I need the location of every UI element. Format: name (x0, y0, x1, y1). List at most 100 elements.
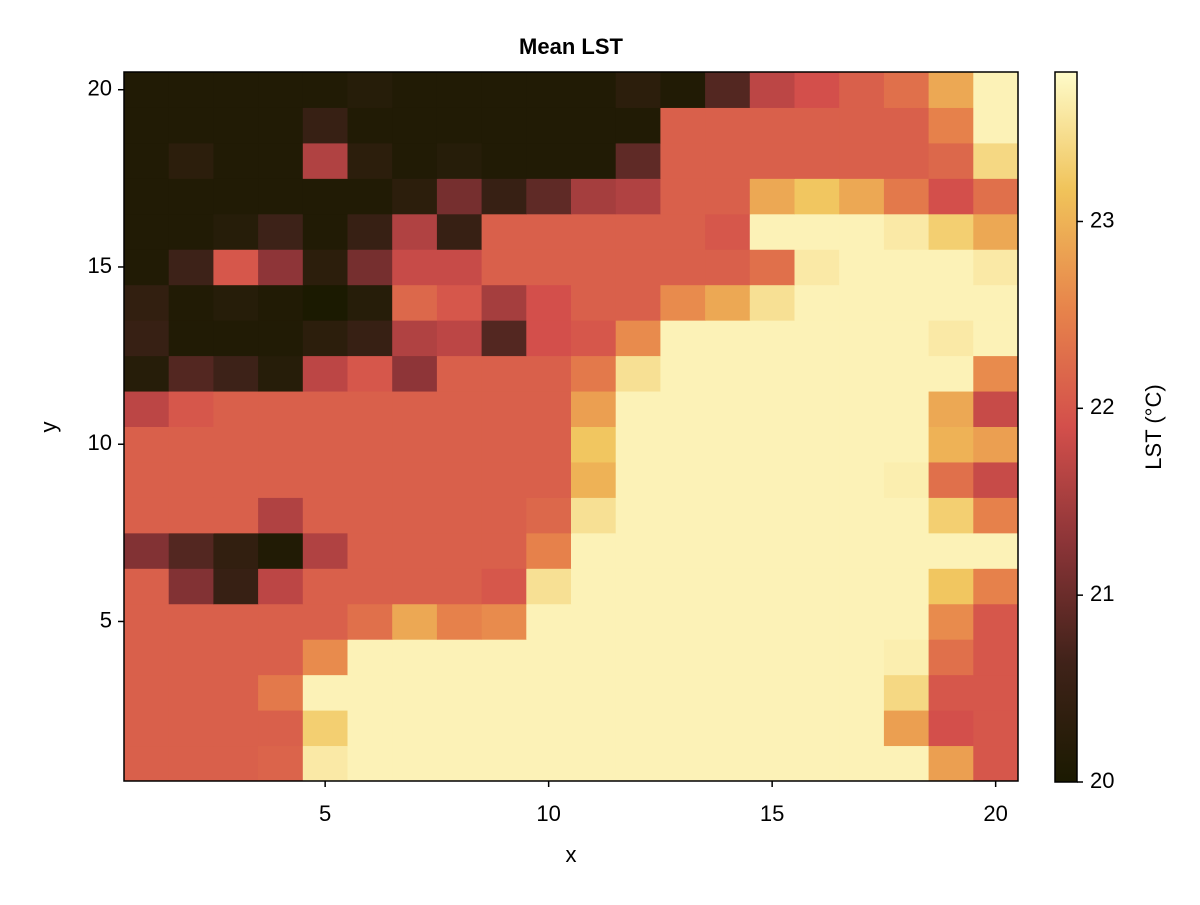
heatmap-cell (705, 284, 751, 321)
heatmap-cell (839, 391, 885, 427)
heatmap-cell (571, 213, 617, 250)
heatmap-cell (302, 497, 348, 534)
heatmap-cell (392, 107, 438, 144)
heatmap-cell (839, 178, 885, 215)
heatmap-cell (168, 639, 214, 676)
heatmap-cell (571, 249, 617, 286)
heatmap-cell (392, 142, 438, 179)
heatmap-cell (660, 639, 706, 676)
heatmap-cell (168, 745, 214, 782)
heatmap-cell (124, 391, 170, 427)
heatmap-cell (436, 391, 483, 427)
heatmap-cell (571, 284, 617, 321)
heatmap-cell (883, 639, 930, 676)
heatmap-cell (436, 107, 483, 144)
heatmap-cell (883, 391, 930, 427)
heatmap-cell (392, 532, 438, 569)
heatmap-cell (168, 107, 214, 144)
heatmap-cell (883, 178, 930, 215)
heatmap-cell (973, 213, 1019, 250)
heatmap-cell (347, 497, 393, 534)
heatmap-cell (839, 213, 885, 250)
heatmap-cell (347, 107, 393, 144)
heatmap-cell (436, 249, 483, 286)
heatmap-cell (526, 107, 572, 144)
heatmap-cell (392, 674, 438, 711)
heatmap-cell (258, 426, 304, 463)
heatmap-cell (973, 391, 1019, 427)
heatmap-cell (168, 355, 214, 392)
heatmap-cell (705, 674, 751, 711)
heatmap-cell (615, 107, 661, 144)
heatmap-cell (794, 107, 840, 144)
heatmap-cell (302, 249, 348, 286)
heatmap-cell (436, 178, 483, 215)
heatmap-cell (526, 391, 572, 427)
y-axis-label: y (36, 422, 61, 433)
heatmap-cell (571, 461, 617, 498)
heatmap-cell (794, 461, 840, 498)
heatmap-cell (571, 72, 617, 108)
heatmap-cell (168, 320, 214, 357)
heatmap-cell (749, 568, 795, 605)
heatmap-cell (928, 461, 974, 498)
heatmap-cell (571, 568, 617, 605)
heatmap-cell (660, 532, 706, 569)
heatmap-cell (660, 497, 706, 534)
heatmap-cell (839, 497, 885, 534)
heatmap-cell (705, 426, 751, 463)
heatmap-cell (973, 178, 1019, 215)
heatmap-cell (168, 178, 214, 215)
heatmap-cell (615, 461, 661, 498)
heatmap-cell (571, 674, 617, 711)
heatmap-cell (258, 603, 304, 640)
heatmap-cell (883, 355, 930, 392)
heatmap-cell (481, 568, 527, 605)
heatmap-cell (705, 461, 751, 498)
heatmap-cell (705, 391, 751, 427)
heatmap-cell (213, 355, 259, 392)
heatmap-cell (794, 284, 840, 321)
heatmap-cell (883, 284, 930, 321)
heatmap-cell (481, 674, 527, 711)
heatmap-cell (258, 745, 304, 782)
heatmap-cell (168, 142, 214, 179)
heatmap-cell (302, 391, 348, 427)
heatmap-cell (615, 391, 661, 427)
heatmap-cell (526, 568, 572, 605)
heatmap-cell (481, 710, 527, 747)
heatmap-cell (839, 107, 885, 144)
heatmap-cell (794, 497, 840, 534)
heatmap-cell (258, 532, 304, 569)
heatmap-cell (481, 107, 527, 144)
heatmap-cell (883, 249, 930, 286)
heatmap-cell (883, 142, 930, 179)
heatmap-cell (481, 178, 527, 215)
heatmap-cell (392, 745, 438, 782)
heatmap-cell (794, 391, 840, 427)
y-tick-label: 20 (88, 76, 112, 101)
heatmap-cell (302, 426, 348, 463)
heatmap-cell (302, 639, 348, 676)
heatmap-cell (526, 284, 572, 321)
heatmap-cell (571, 745, 617, 782)
heatmap-cell (615, 710, 661, 747)
heatmap-cell (928, 639, 974, 676)
heatmap-cell (258, 461, 304, 498)
heatmap-cell (347, 142, 393, 179)
heatmap-cell (347, 710, 393, 747)
heatmap-cell (213, 532, 259, 569)
heatmap-cell (302, 107, 348, 144)
heatmap-cell (660, 249, 706, 286)
heatmap-cell (973, 284, 1019, 321)
heatmap-cell (124, 213, 170, 250)
heatmap-cell (749, 178, 795, 215)
heatmap-cell (481, 745, 527, 782)
heatmap-cell (213, 674, 259, 711)
heatmap-cell (571, 178, 617, 215)
heatmap-cell (615, 142, 661, 179)
x-tick-label: 10 (536, 801, 560, 826)
chart-title: Mean LST (519, 34, 623, 59)
heatmap-cell (124, 639, 170, 676)
heatmap-cell (660, 284, 706, 321)
